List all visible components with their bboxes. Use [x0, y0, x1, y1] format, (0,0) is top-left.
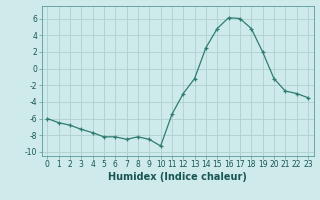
X-axis label: Humidex (Indice chaleur): Humidex (Indice chaleur): [108, 172, 247, 182]
